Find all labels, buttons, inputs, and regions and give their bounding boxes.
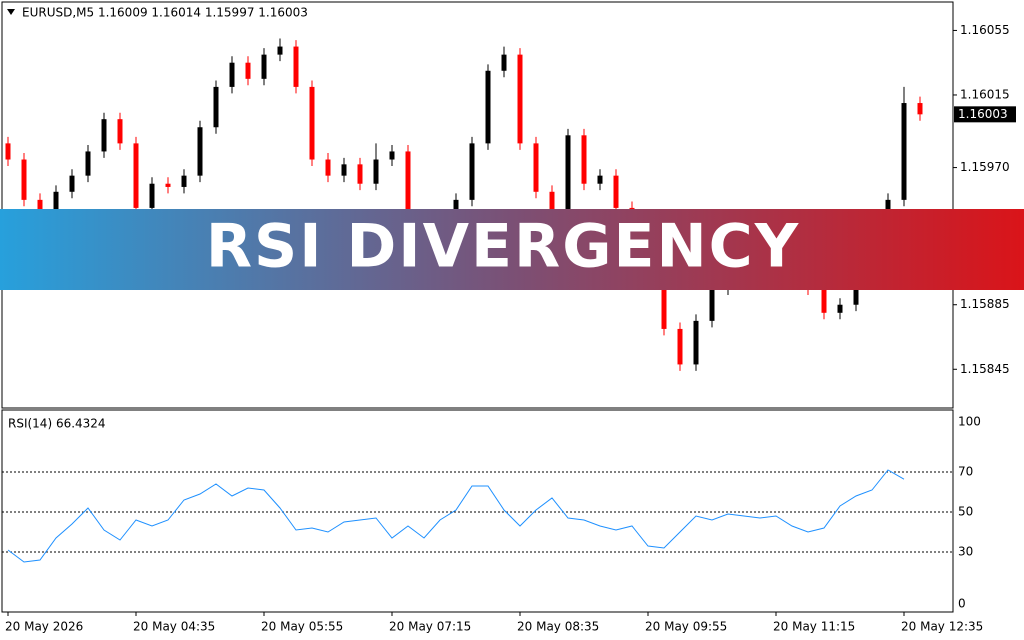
candle-body: [709, 288, 715, 321]
y-tick-label: 1.16015: [960, 87, 1010, 101]
candle-body: [85, 151, 91, 176]
candle-body: [501, 54, 507, 71]
candle-body: [693, 320, 699, 365]
candle-body: [661, 280, 667, 329]
candle-body: [533, 143, 539, 192]
candle-body: [69, 175, 75, 192]
candle-body: [213, 86, 219, 128]
x-tick-label: 20 May 08:35: [517, 620, 599, 634]
candle-body: [389, 151, 395, 160]
rsi-panel: [1, 409, 954, 613]
y-tick-label: 1.15970: [960, 160, 1010, 174]
menu-arrow: [7, 9, 15, 15]
x-tick-label: 20 May 04:35: [133, 620, 215, 634]
rsi-title: RSI(14) 66.4324: [8, 417, 106, 431]
candle-body: [917, 103, 923, 115]
candle-body: [341, 164, 347, 176]
candle-body: [165, 183, 171, 187]
y-tick-label: 0: [958, 597, 966, 611]
candle-body: [373, 159, 379, 184]
candle-body: [597, 175, 603, 184]
candle-body: [229, 62, 235, 87]
candle-body: [517, 54, 523, 144]
price-panel: [1, 1, 954, 409]
candle-body: [245, 62, 251, 79]
candle-body: [357, 164, 363, 184]
candle-body: [613, 175, 619, 208]
candle-body: [117, 119, 123, 144]
x-tick-label: 20 May 2026: [5, 620, 83, 634]
rsi-line: [7, 469, 905, 563]
x-tick-label: 20 May 05:55: [261, 620, 343, 634]
candle-body: [53, 191, 59, 216]
candle-body: [549, 191, 555, 225]
banner-text: RSI DIVERGENCY: [206, 212, 800, 282]
candle-body: [469, 143, 475, 200]
y-tick-label: 70: [958, 465, 973, 479]
candle-body: [325, 159, 331, 176]
x-tick-label: 20 May 12:35: [901, 620, 983, 634]
candle-body: [133, 143, 139, 208]
banner: [0, 209, 1024, 290]
last-price-box: [954, 106, 1016, 123]
candle-body: [565, 135, 571, 225]
candle-body: [837, 304, 843, 313]
candle-body: [485, 70, 491, 144]
candle-body: [261, 54, 267, 79]
candle-body: [853, 280, 859, 305]
y-tick-label: 50: [958, 505, 973, 519]
y-tick-label: 30: [958, 545, 973, 559]
x-tick-label: 20 May 11:15: [773, 620, 855, 634]
candle-body: [293, 46, 299, 87]
last-price-label: 1.16003: [958, 107, 1008, 121]
candle-body: [197, 127, 203, 176]
candle-body: [901, 103, 907, 200]
y-tick-label: 1.15845: [960, 362, 1010, 376]
x-tick-label: 20 May 07:15: [389, 620, 471, 634]
candle-body: [309, 86, 315, 160]
candle-body: [5, 143, 11, 160]
candle-body: [677, 328, 683, 365]
candle-body: [181, 175, 187, 187]
candle-body: [821, 288, 827, 313]
x-tick-label: 20 May 09:55: [645, 620, 727, 634]
y-tick-label: 1.15885: [960, 297, 1010, 311]
candle-body: [149, 183, 155, 208]
candle-body: [21, 159, 27, 200]
candle-body: [277, 46, 283, 55]
candle-body: [581, 135, 587, 184]
y-tick-label: 1.16055: [960, 23, 1010, 37]
candle-body: [37, 199, 43, 216]
candle-body: [101, 119, 107, 152]
candle-body: [405, 151, 411, 216]
chart-title: EURUSD,M5 1.16009 1.16014 1.15997 1.1600…: [22, 6, 308, 20]
y-tick-label: 100: [958, 415, 981, 429]
